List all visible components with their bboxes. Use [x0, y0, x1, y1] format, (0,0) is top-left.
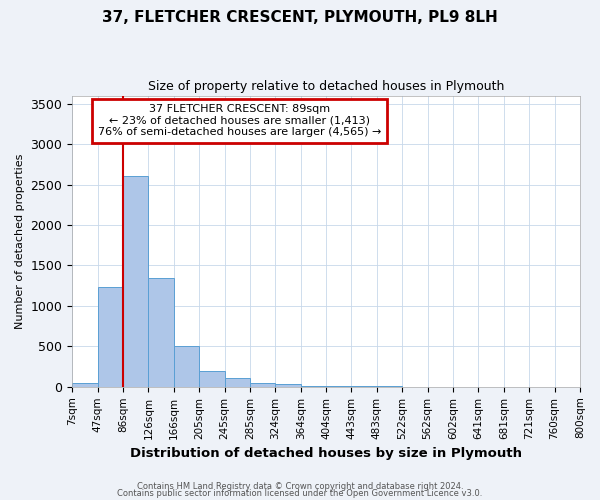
Title: Size of property relative to detached houses in Plymouth: Size of property relative to detached ho… — [148, 80, 504, 93]
Text: Contains public sector information licensed under the Open Government Licence v3: Contains public sector information licen… — [118, 490, 482, 498]
Bar — [123, 176, 148, 387]
Bar — [148, 278, 174, 387]
Text: Contains HM Land Registry data © Crown copyright and database right 2024.: Contains HM Land Registry data © Crown c… — [137, 482, 463, 491]
Bar — [98, 288, 123, 387]
Bar — [224, 378, 250, 387]
Bar — [275, 384, 301, 387]
Bar — [199, 370, 224, 387]
X-axis label: Distribution of detached houses by size in Plymouth: Distribution of detached houses by size … — [130, 447, 522, 460]
Bar — [301, 386, 326, 387]
Y-axis label: Number of detached properties: Number of detached properties — [15, 154, 25, 329]
Text: 37 FLETCHER CRESCENT: 89sqm
← 23% of detached houses are smaller (1,413)
76% of : 37 FLETCHER CRESCENT: 89sqm ← 23% of det… — [98, 104, 382, 138]
Text: 37, FLETCHER CRESCENT, PLYMOUTH, PL9 8LH: 37, FLETCHER CRESCENT, PLYMOUTH, PL9 8LH — [102, 10, 498, 25]
Bar — [174, 346, 199, 387]
Bar — [72, 383, 98, 387]
Bar — [250, 383, 275, 387]
Bar — [326, 386, 352, 387]
